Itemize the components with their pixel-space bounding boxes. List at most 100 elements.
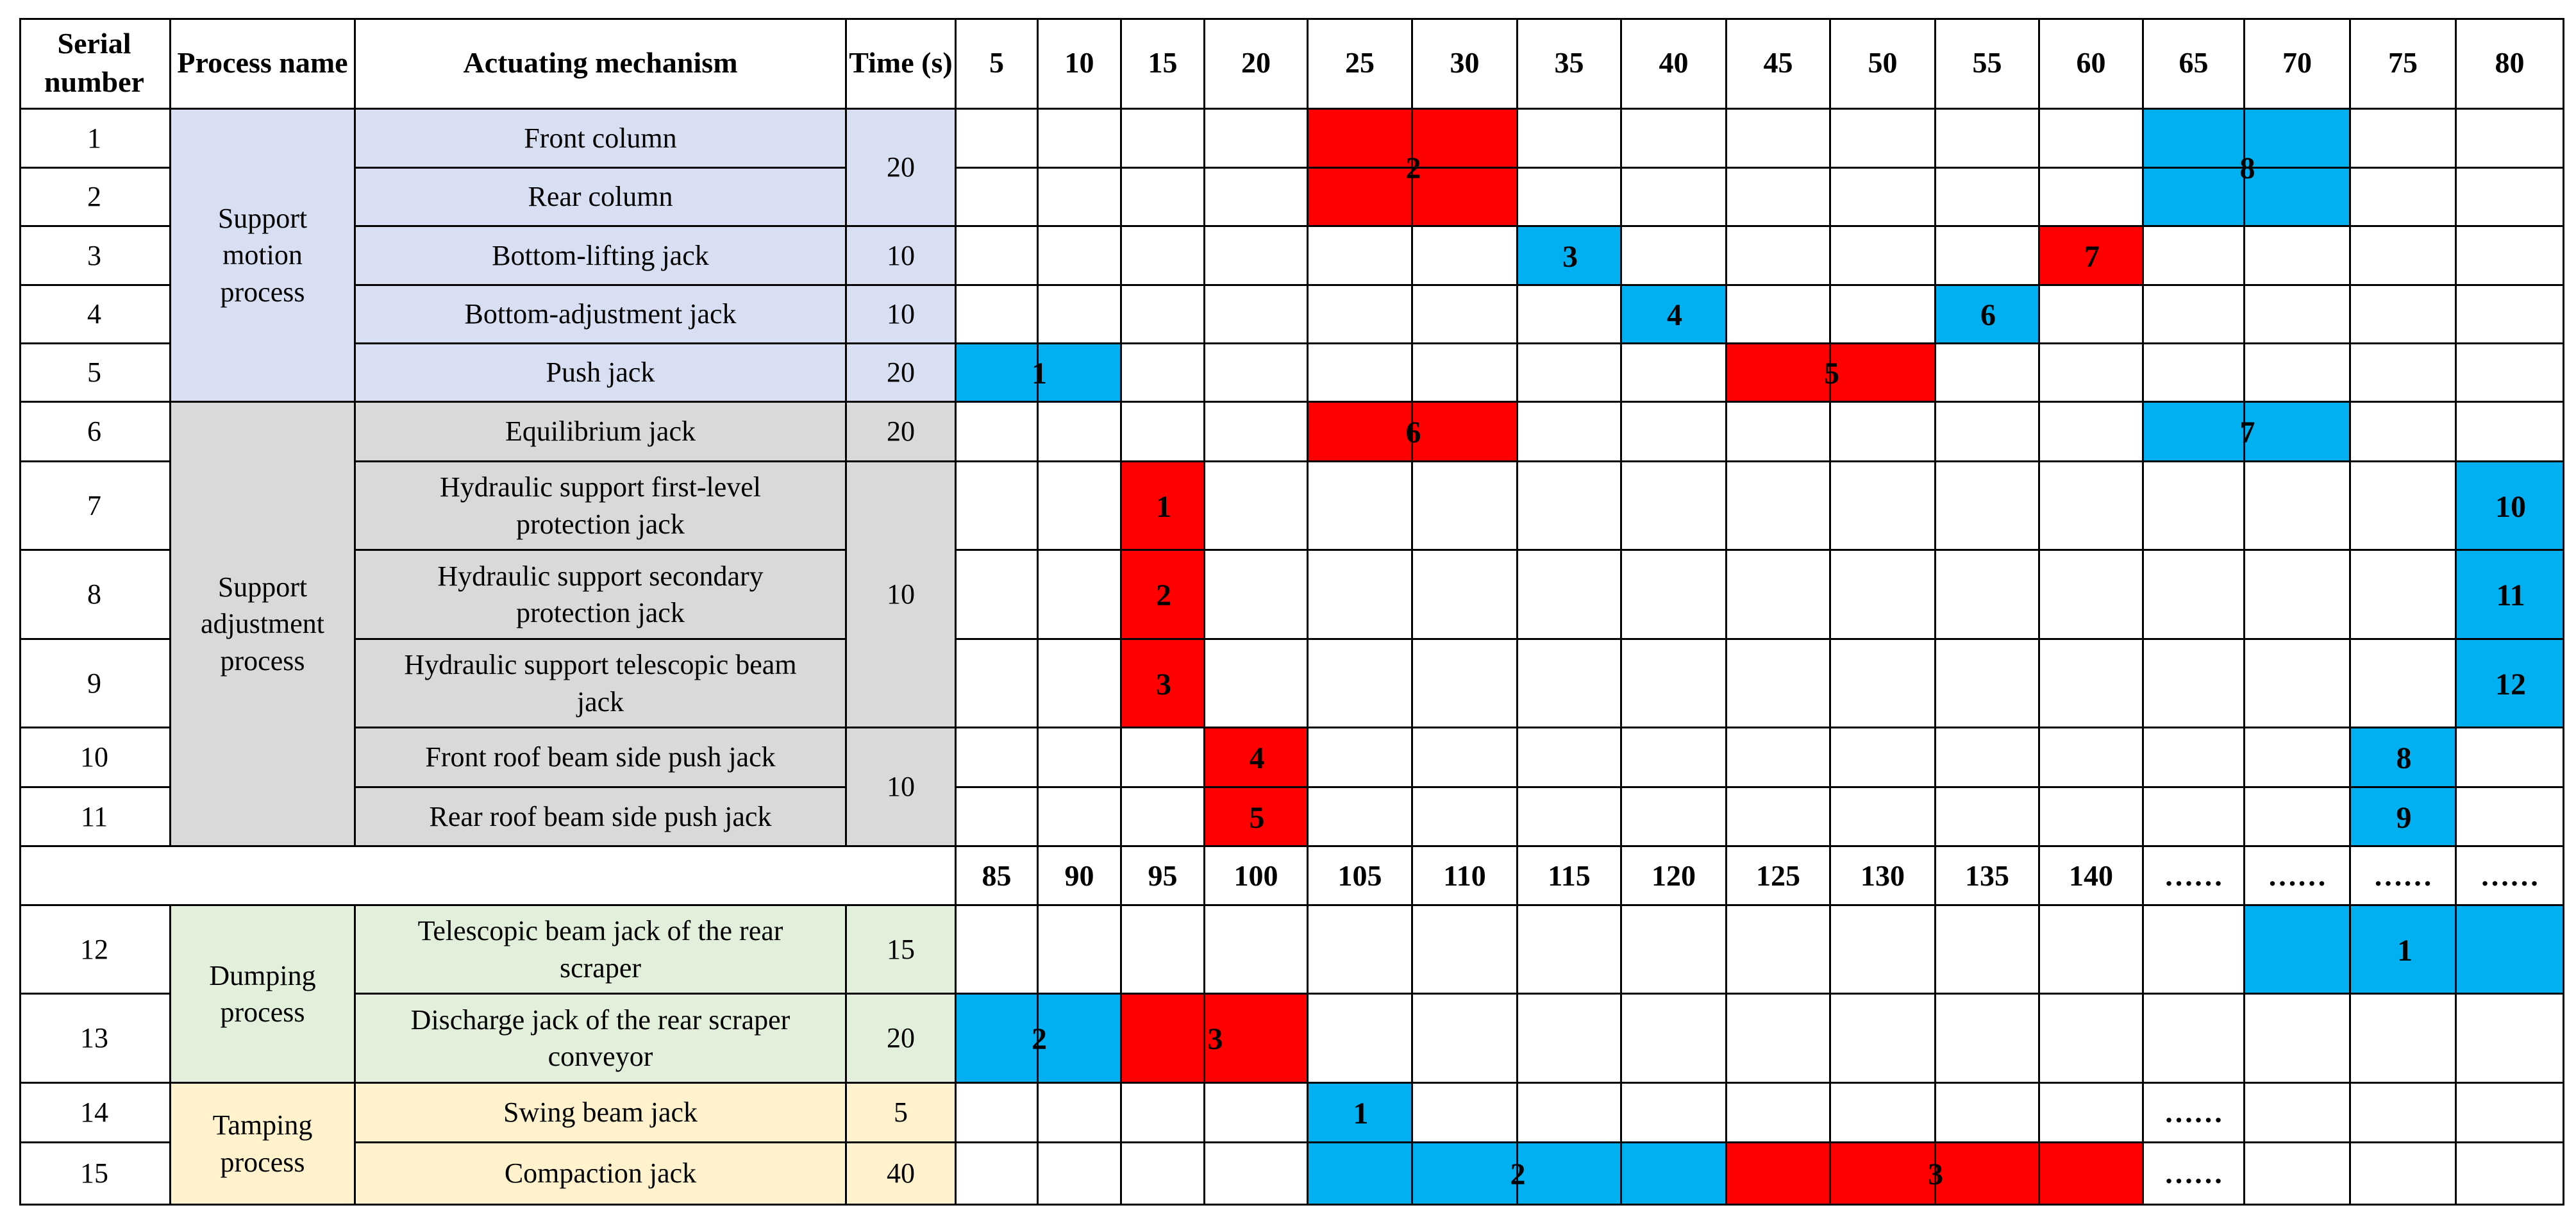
timeline-cell — [1622, 551, 1727, 640]
mechanism-label: Push jack — [546, 357, 655, 389]
mechanism-label: Rear column — [528, 181, 673, 213]
timeline-cell — [1936, 551, 2040, 640]
process-name-label: Support motion process — [217, 203, 308, 308]
action-sequence-label: 5 — [1824, 357, 1839, 391]
action-bar-segment — [2144, 403, 2245, 462]
timeline-cell — [1122, 788, 1205, 847]
action-bar-segment — [2457, 906, 2564, 995]
timeline-cell — [1622, 906, 1727, 995]
timeline-cell — [1205, 1084, 1309, 1143]
timeline-cell — [1205, 906, 1309, 995]
timeline-cell — [1039, 169, 1122, 227]
action-bar-segment — [2245, 906, 2351, 995]
timeline-cell — [957, 788, 1039, 847]
action-sequence-label: 12 — [2495, 667, 2526, 702]
time-cell: 10 — [847, 462, 957, 728]
timeline-cell — [2245, 227, 2351, 286]
timeline-cell — [1727, 110, 1831, 169]
timeline-cell — [1205, 169, 1309, 227]
tick-label-bottom: …… — [2457, 847, 2564, 906]
action-sequence-label: 3 — [1562, 239, 1578, 274]
serial-number-cell: 10 — [19, 728, 171, 788]
timeline-cell — [957, 1084, 1039, 1143]
timeline-cell — [2457, 227, 2564, 286]
timeline-cell — [1936, 227, 2040, 286]
action-bar-segment — [1518, 227, 1622, 286]
timeline-cell — [1413, 1084, 1518, 1143]
timeline-cell — [1309, 227, 1413, 286]
time-cell: 20 — [847, 110, 957, 227]
mechanism-label: Front roof beam side push jack — [425, 741, 776, 773]
tick-row-spacer — [19, 847, 957, 906]
mechanism-cell: Bottom-lifting jack — [356, 227, 847, 286]
time-cell: 10 — [847, 227, 957, 286]
tick-label-bottom: 105 — [1309, 847, 1413, 906]
timeline-cell — [1122, 728, 1205, 788]
serial-number-cell: 4 — [19, 286, 171, 344]
header-serial-number: Serial number — [19, 18, 171, 110]
serial-number-cell: 12 — [19, 906, 171, 995]
timeline-cell — [1413, 551, 1518, 640]
mechanism-label: Telescopic beam jack of the rear scraper — [417, 915, 783, 984]
mechanism-cell: Rear roof beam side push jack — [356, 788, 847, 847]
action-sequence-label: 7 — [2239, 416, 2255, 450]
timeline-cell — [1831, 110, 1936, 169]
timeline-cell — [2245, 995, 2351, 1084]
timeline-cell — [1413, 728, 1518, 788]
timeline-cell — [1518, 403, 1622, 462]
timeline-cell — [2351, 1143, 2457, 1206]
timeline-cell — [1413, 286, 1518, 344]
action-bar-segment — [1936, 286, 2040, 344]
tick-label-top: 80 — [2457, 18, 2564, 110]
action-sequence-label: 9 — [2396, 800, 2412, 835]
timeline-cell — [2040, 286, 2144, 344]
timeline-cell — [2245, 1143, 2351, 1206]
timeline-cell — [2351, 227, 2457, 286]
timeline-cell — [2351, 110, 2457, 169]
timeline-cell — [1622, 227, 1727, 286]
action-bar-segment — [1309, 110, 1413, 169]
action-sequence-label: 5 — [1249, 800, 1265, 835]
action-bar-segment — [2351, 728, 2457, 788]
action-bar-segment — [1727, 344, 1831, 403]
timeline-cell — [2457, 110, 2564, 169]
timeline-cell — [2457, 403, 2564, 462]
timeline-cell — [1727, 906, 1831, 995]
mechanism-label: Swing beam jack — [503, 1097, 698, 1129]
action-sequence-label: 6 — [1980, 298, 1996, 332]
process-name-cell: Support adjustment process — [171, 403, 356, 847]
timeline-cell — [1309, 906, 1413, 995]
timeline-cell — [957, 227, 1039, 286]
timeline-cell — [1727, 169, 1831, 227]
timeline-cell — [1518, 640, 1622, 728]
header-process-name: Process name — [171, 18, 356, 110]
tick-label-bottom: …… — [2144, 847, 2245, 906]
action-sequence-label: 1 — [1032, 357, 1047, 391]
timeline-cell — [2144, 344, 2245, 403]
process-name-label: Support adjustment process — [200, 571, 325, 677]
timeline-cell — [1309, 640, 1413, 728]
timeline-cell — [1309, 286, 1413, 344]
action-bar-segment — [2144, 169, 2245, 227]
timeline-cell — [1936, 344, 2040, 403]
tick-label-bottom: 90 — [1039, 847, 1122, 906]
action-bar-segment — [1727, 1143, 1831, 1206]
timeline-cell — [1831, 1084, 1936, 1143]
timeline-cell — [957, 110, 1039, 169]
serial-number-cell: 13 — [19, 995, 171, 1084]
continuation-ellipsis: …… — [2144, 1084, 2245, 1143]
serial-number-cell: 5 — [19, 344, 171, 403]
timeline-cell — [2457, 728, 2564, 788]
action-sequence-label: 2 — [1032, 1022, 1047, 1056]
timeline-cell — [1309, 728, 1413, 788]
action-sequence-label: 1 — [1353, 1097, 1369, 1131]
timeline-cell — [957, 1143, 1039, 1206]
timeline-cell — [1936, 995, 2040, 1084]
timeline-cell — [2351, 403, 2457, 462]
timeline-cell — [1039, 1143, 1122, 1206]
timeline-cell — [1205, 110, 1309, 169]
action-sequence-label: 4 — [1249, 741, 1265, 775]
action-bar-segment — [2457, 462, 2564, 551]
mechanism-cell: Front roof beam side push jack — [356, 728, 847, 788]
timeline-cell — [1413, 995, 1518, 1084]
